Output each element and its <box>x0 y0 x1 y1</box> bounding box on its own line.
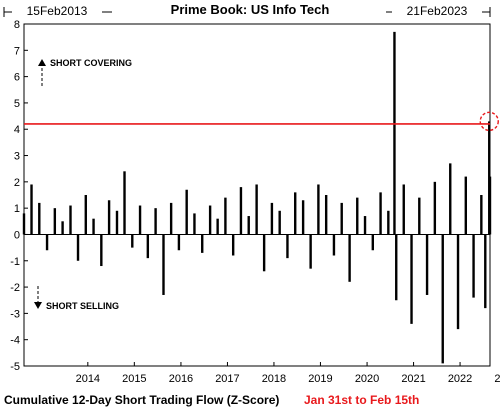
down-arrow-head-icon <box>34 302 42 309</box>
y-tick-label: -2 <box>10 282 20 294</box>
y-tick-label: 1 <box>14 203 20 215</box>
highlight-label: Jan 31st to Feb 15th <box>304 393 419 407</box>
start-date-label: 15Feb2013 <box>27 4 88 18</box>
start-label-bg <box>12 3 102 17</box>
short-covering-label: SHORT COVERING <box>50 58 132 68</box>
end-date-label: 21Feb2023 <box>407 4 468 18</box>
up-arrow-head-icon <box>38 59 46 66</box>
date-range: 15Feb2013 21Feb2023 <box>3 3 491 18</box>
plot-area: 8 7 6 5 4 3 2 1 0 -1 -2 -3 -4 -5 2014 2015 2016 2017 2018 2… <box>10 19 500 385</box>
x-tick-label: 2022 <box>448 373 472 385</box>
x-tick-label: 2014 <box>76 373 100 385</box>
highlight-circle <box>479 111 499 132</box>
y-tick-label: -3 <box>10 308 20 320</box>
chart-title: Prime Book: US Info Tech <box>171 2 330 17</box>
x-axis-label: Cumulative 12-Day Short Trading Flow (Z-… <box>4 393 279 407</box>
y-tick-label: 4 <box>14 124 20 136</box>
y-tick-label: -4 <box>10 335 20 347</box>
y-tick-label: -1 <box>10 256 20 268</box>
y-tick-label: 6 <box>14 72 20 84</box>
x-tick-label: 2016 <box>169 373 193 385</box>
y-tick-label: 8 <box>14 19 20 31</box>
y-tick-label: -5 <box>10 361 20 373</box>
y-tick-label: 5 <box>14 98 20 110</box>
x-tick-label: 2019 <box>308 373 332 385</box>
x-tick-label: 2020 <box>355 373 379 385</box>
short-selling-label: SHORT SELLING <box>46 301 119 311</box>
x-tick-label: 2018 <box>262 373 286 385</box>
end-label-bg <box>392 3 482 17</box>
y-tick-label: 0 <box>14 229 20 241</box>
annotation-bottom: SHORT SELLING <box>34 286 119 311</box>
x-tick-label: 2021 <box>401 373 425 385</box>
x-tick-label: 2017 <box>215 373 239 385</box>
x-tick-label: 2015 <box>122 373 146 385</box>
y-tick-label: 2 <box>14 177 20 189</box>
x-tick-label: 2023 <box>494 373 500 385</box>
y-tick-label: 3 <box>14 151 20 163</box>
annotation-top: SHORT COVERING <box>38 58 132 86</box>
y-tick-label: 7 <box>14 45 20 57</box>
